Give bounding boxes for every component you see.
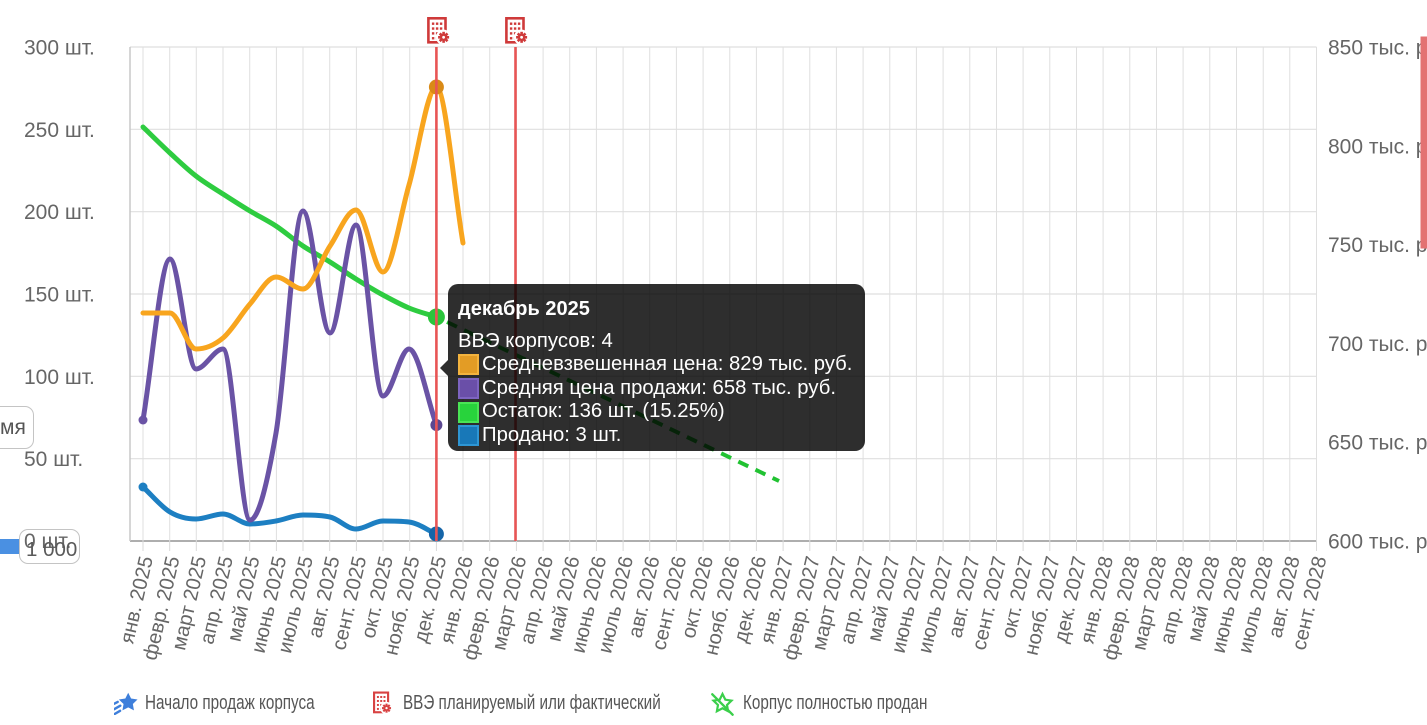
- svg-text:300 шт.: 300 шт.: [24, 37, 95, 60]
- svg-text:250 шт.: 250 шт.: [24, 119, 95, 142]
- svg-text:850 тыс. руб.: 850 тыс. руб.: [1328, 37, 1427, 60]
- svg-text:100 шт.: 100 шт.: [24, 366, 95, 389]
- svg-text:50 шт.: 50 шт.: [24, 448, 83, 471]
- svg-text:200 шт.: 200 шт.: [24, 201, 95, 224]
- svg-text:800 тыс. руб.: 800 тыс. руб.: [1328, 135, 1427, 158]
- svg-text:650 тыс. руб.: 650 тыс. руб.: [1328, 432, 1427, 455]
- svg-text:150 шт.: 150 шт.: [24, 284, 95, 307]
- svg-text:600 тыс. руб.: 600 тыс. руб.: [1328, 531, 1427, 554]
- svg-text:700 тыс. руб.: 700 тыс. руб.: [1328, 333, 1427, 356]
- svg-text:750 тыс. руб.: 750 тыс. руб.: [1328, 234, 1427, 257]
